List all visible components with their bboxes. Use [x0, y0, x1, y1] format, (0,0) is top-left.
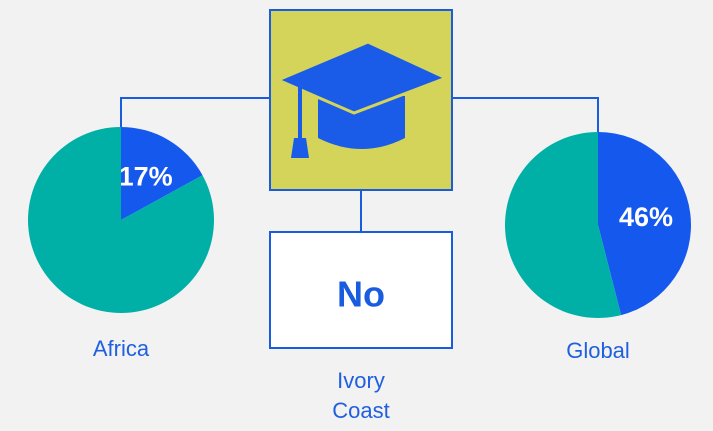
connector-right [452, 97, 599, 133]
tassel [291, 138, 309, 158]
pie-title: Global [566, 338, 630, 363]
answer-box [269, 231, 453, 349]
answer: No [337, 274, 385, 315]
connector-left [120, 97, 270, 128]
pie-title: Africa [93, 336, 150, 361]
pie-slice [505, 132, 622, 319]
pie-slice [121, 127, 203, 220]
country-caption: Ivory Coast [332, 368, 390, 423]
pie-slice [27, 127, 215, 314]
cap-top [274, 40, 450, 115]
cap-bowl [318, 96, 405, 149]
connectors [120, 97, 599, 232]
slice-label: 17% [119, 161, 173, 191]
slice-label: 46% [619, 202, 673, 232]
graduation-cap-icon [274, 40, 450, 158]
tassel-cord [298, 86, 302, 138]
pie-slice [598, 132, 692, 316]
